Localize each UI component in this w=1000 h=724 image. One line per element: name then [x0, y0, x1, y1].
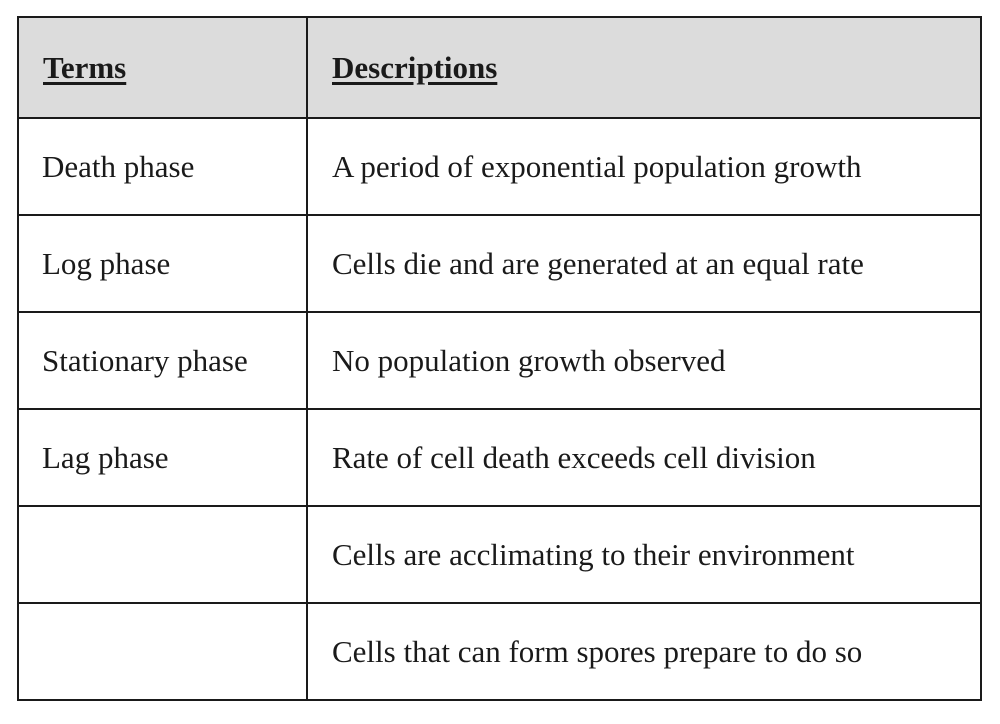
term-cell: Lag phase	[17, 408, 308, 507]
header-descriptions: Descriptions	[306, 16, 982, 119]
description-cell: Rate of cell death exceeds cell division	[306, 408, 982, 507]
table-row: Cells that can form spores prepare to do…	[17, 602, 982, 701]
description-cell: Cells that can form spores prepare to do…	[306, 602, 982, 701]
term-cell-empty	[17, 602, 308, 701]
header-terms: Terms	[17, 16, 308, 119]
header-row: Terms Descriptions	[17, 16, 982, 119]
table-row: Stationary phase No population growth ob…	[17, 311, 982, 410]
header-terms-label: Terms	[43, 49, 127, 85]
table-row: Death phase A period of exponential popu…	[17, 117, 982, 216]
terms-descriptions-table: Terms Descriptions Death phase A period …	[17, 16, 982, 701]
term-cell: Stationary phase	[17, 311, 308, 410]
table-row: Cells are acclimating to their environme…	[17, 505, 982, 604]
term-cell-empty	[17, 505, 308, 604]
description-cell: No population growth observed	[306, 311, 982, 410]
description-cell: A period of exponential population growt…	[306, 117, 982, 216]
table-row: Lag phase Rate of cell death exceeds cel…	[17, 408, 982, 507]
description-cell: Cells are acclimating to their environme…	[306, 505, 982, 604]
description-cell: Cells die and are generated at an equal …	[306, 214, 982, 313]
term-cell: Death phase	[17, 117, 308, 216]
term-cell: Log phase	[17, 214, 308, 313]
table-row: Log phase Cells die and are generated at…	[17, 214, 982, 313]
header-descriptions-label: Descriptions	[332, 49, 498, 85]
